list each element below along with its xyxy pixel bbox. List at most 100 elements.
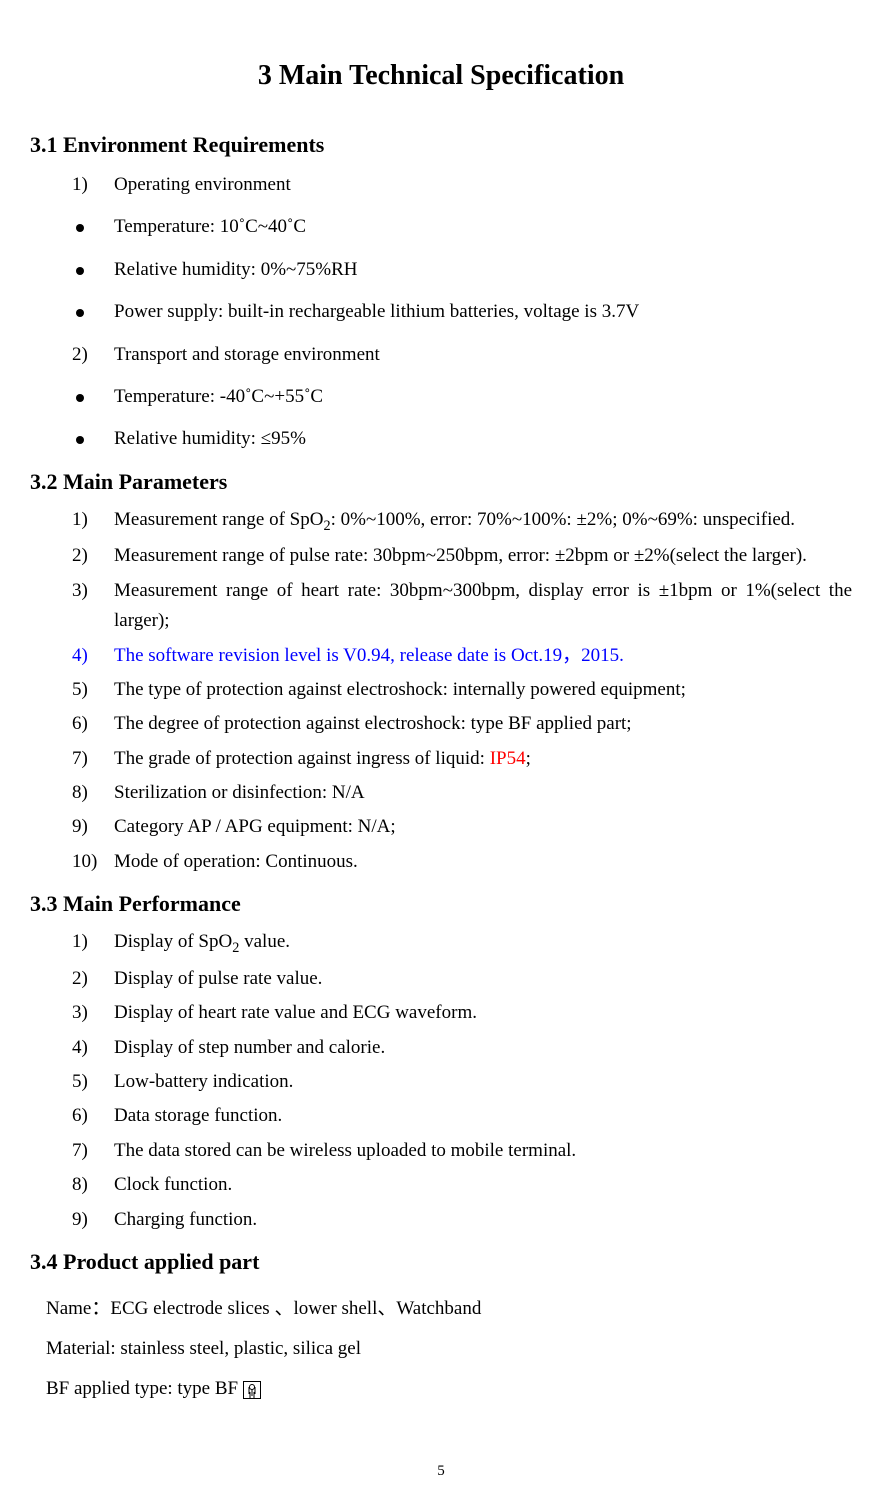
section-3-2-list: 1)Measurement range of SpO2: 0%~100%, er… — [30, 505, 852, 878]
bf-applied-part-icon — [243, 1381, 261, 1399]
list-item-text: Temperature: 10˚C~40˚C — [114, 212, 852, 242]
list-item-number: 1) — [30, 170, 114, 200]
list-item-number: 5) — [30, 675, 114, 705]
list-item: 10)Mode of operation: Continuous. — [30, 847, 852, 877]
list-item: 6)Data storage function. — [30, 1101, 852, 1131]
list-item: 1)Display of SpO2 value. — [30, 927, 852, 960]
applied-part-name-line: Name：ECG electrode slices 、lower shell、W… — [46, 1293, 852, 1320]
subscript: 2 — [323, 518, 330, 534]
list-item-text: Clock function. — [114, 1170, 852, 1200]
list-item-number: 3) — [30, 576, 114, 606]
list-item: 4)Display of step number and calorie. — [30, 1033, 852, 1063]
list-item-text: The degree of protection against electro… — [114, 709, 852, 739]
list-item-text-pre: Display of SpO — [114, 931, 232, 952]
list-item-text: Measurement range of pulse rate: 30bpm~2… — [114, 541, 852, 571]
document-page: 3 Main Technical Specification 3.1 Envir… — [0, 0, 882, 1510]
list-item-number: 6) — [30, 709, 114, 739]
bullet-icon — [30, 255, 114, 285]
list-item-text-pre: Category AP / APG equipment: N/A; — [114, 816, 396, 837]
list-item-text-pre: The data stored can be wireless uploaded… — [114, 1140, 576, 1161]
list-item-text: Relative humidity: 0%~75%RH — [114, 255, 852, 285]
list-item-text: Category AP / APG equipment: N/A; — [114, 812, 852, 842]
list-item: 5)Low-battery indication. — [30, 1067, 852, 1097]
list-item-text-pre: The degree of protection against electro… — [114, 713, 632, 734]
list-item: 6)The degree of protection against elect… — [30, 709, 852, 739]
list-item-text-pre: Display of pulse rate value. — [114, 968, 322, 989]
list-item: 8)Clock function. — [30, 1170, 852, 1200]
applied-part-material-line: Material: stainless steel, plastic, sili… — [46, 1338, 852, 1360]
list-item-number: 7) — [30, 744, 114, 774]
section-3-3-list: 1)Display of SpO2 value. 2)Display of pul… — [30, 927, 852, 1235]
highlight-red: IP54 — [490, 748, 526, 769]
section-3-2-heading: 3.2 Main Parameters — [30, 469, 852, 495]
list-item-text-pre: Display of step number and calorie. — [114, 1037, 385, 1058]
list-item: 4)The software revision level is V0.94, … — [30, 641, 852, 671]
list-item-text: Display of pulse rate value. — [114, 964, 852, 994]
bullet-icon — [30, 382, 114, 412]
list-item-number: 4) — [30, 1033, 114, 1063]
list-item-text-post: ; — [526, 748, 531, 769]
list-item-text-pre: Measurement range of heart rate: 30bpm~3… — [114, 580, 852, 631]
list-item-text-pre: Clock function. — [114, 1174, 232, 1195]
list-item: Temperature: 10˚C~40˚C — [30, 212, 852, 242]
list-item-number: 9) — [30, 1205, 114, 1235]
list-item-text: Data storage function. — [114, 1101, 852, 1131]
page-title: 3 Main Technical Specification — [30, 60, 852, 92]
list-item-text: Measurement range of heart rate: 30bpm~3… — [114, 576, 852, 637]
list-item-text: The data stored can be wireless uploaded… — [114, 1136, 852, 1166]
list-item: 3)Measurement range of heart rate: 30bpm… — [30, 576, 852, 637]
list-item-text: Display of heart rate value and ECG wave… — [114, 998, 852, 1028]
list-item-text-pre: Charging function. — [114, 1209, 257, 1230]
list-item: 9)Category AP / APG equipment: N/A; — [30, 812, 852, 842]
list-item: 7)The data stored can be wireless upload… — [30, 1136, 852, 1166]
section-3-4-heading: 3.4 Product applied part — [30, 1249, 852, 1275]
list-item: Power supply: built-in rechargeable lith… — [30, 297, 852, 327]
list-item: 9)Charging function. — [30, 1205, 852, 1235]
list-item-text: Display of step number and calorie. — [114, 1033, 852, 1063]
list-item: Relative humidity: ≤95% — [30, 424, 852, 454]
list-item-text: Power supply: built-in rechargeable lith… — [114, 297, 852, 327]
bullet-icon — [30, 424, 114, 454]
list-item: 2)Transport and storage environment — [30, 340, 852, 370]
list-item: 1)Measurement range of SpO2: 0%~100%, er… — [30, 505, 852, 538]
list-item-text: Measurement range of SpO2: 0%~100%, erro… — [114, 505, 852, 538]
list-item: 2)Measurement range of pulse rate: 30bpm… — [30, 541, 852, 571]
list-item: 2)Display of pulse rate value. — [30, 964, 852, 994]
list-item-text: Low-battery indication. — [114, 1067, 852, 1097]
applied-part-bf-line: BF applied type: type BF — [46, 1378, 852, 1400]
list-item: 5)The type of protection against electro… — [30, 675, 852, 705]
list-item: 7)The grade of protection against ingres… — [30, 744, 852, 774]
list-item-number: 3) — [30, 998, 114, 1028]
list-item-text: Temperature: -40˚C~+55˚C — [114, 382, 852, 412]
list-item: 3)Display of heart rate value and ECG wa… — [30, 998, 852, 1028]
bullet-icon — [30, 297, 114, 327]
applied-part-name-label: Name： — [46, 1298, 110, 1319]
list-item-number: 8) — [30, 778, 114, 808]
list-item-text-pre: The grade of protection against ingress … — [114, 748, 490, 769]
list-item-text-pre: Measurement range of pulse rate: 30bpm~2… — [114, 545, 807, 566]
list-item-text: Operating environment — [114, 170, 852, 200]
section-3-1-list: 1)Operating environment Temperature: 10˚C… — [30, 170, 852, 455]
list-item-number: 2) — [30, 340, 114, 370]
list-item-text: The software revision level is V0.94, re… — [114, 641, 852, 671]
list-item-text: Mode of operation: Continuous. — [114, 847, 852, 877]
list-item-number: 10) — [30, 847, 114, 877]
list-item-text-pre: Mode of operation: Continuous. — [114, 851, 358, 872]
list-item-text: The grade of protection against ingress … — [114, 744, 852, 774]
list-item-text-pre: The type of protection against electrosh… — [114, 679, 686, 700]
list-item-text-pre: Display of heart rate value and ECG wave… — [114, 1002, 477, 1023]
list-item-text-pre: Sterilization or disinfection: N/A — [114, 782, 365, 803]
list-item-text: Relative humidity: ≤95% — [114, 424, 852, 454]
list-item-text-post: value. — [239, 931, 290, 952]
list-item: Temperature: -40˚C~+55˚C — [30, 382, 852, 412]
list-item-text-post: : 0%~100%, error: 70%~100%: ±2%; 0%~69%:… — [331, 509, 795, 530]
list-item: 8)Sterilization or disinfection: N/A — [30, 778, 852, 808]
list-item-number: 1) — [30, 927, 114, 957]
list-item-text: The type of protection against electrosh… — [114, 675, 852, 705]
list-item-number: 4) — [30, 641, 114, 671]
list-item-number: 8) — [30, 1170, 114, 1200]
list-item-number: 6) — [30, 1101, 114, 1131]
list-item-text: Sterilization or disinfection: N/A — [114, 778, 852, 808]
list-item-text-pre: Low-battery indication. — [114, 1071, 293, 1092]
list-item-number: 9) — [30, 812, 114, 842]
